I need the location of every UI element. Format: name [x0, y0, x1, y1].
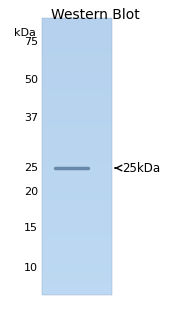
Text: 50: 50	[24, 75, 38, 85]
Text: kDa: kDa	[14, 28, 36, 38]
Text: 25: 25	[24, 163, 38, 173]
Text: Western Blot: Western Blot	[51, 8, 139, 22]
Text: 37: 37	[24, 113, 38, 123]
Text: 15: 15	[24, 223, 38, 233]
Text: 20: 20	[24, 187, 38, 197]
Text: 25kDa: 25kDa	[122, 162, 160, 175]
Text: 10: 10	[24, 263, 38, 273]
Text: 75: 75	[24, 37, 38, 47]
Bar	[42, 18, 112, 295]
